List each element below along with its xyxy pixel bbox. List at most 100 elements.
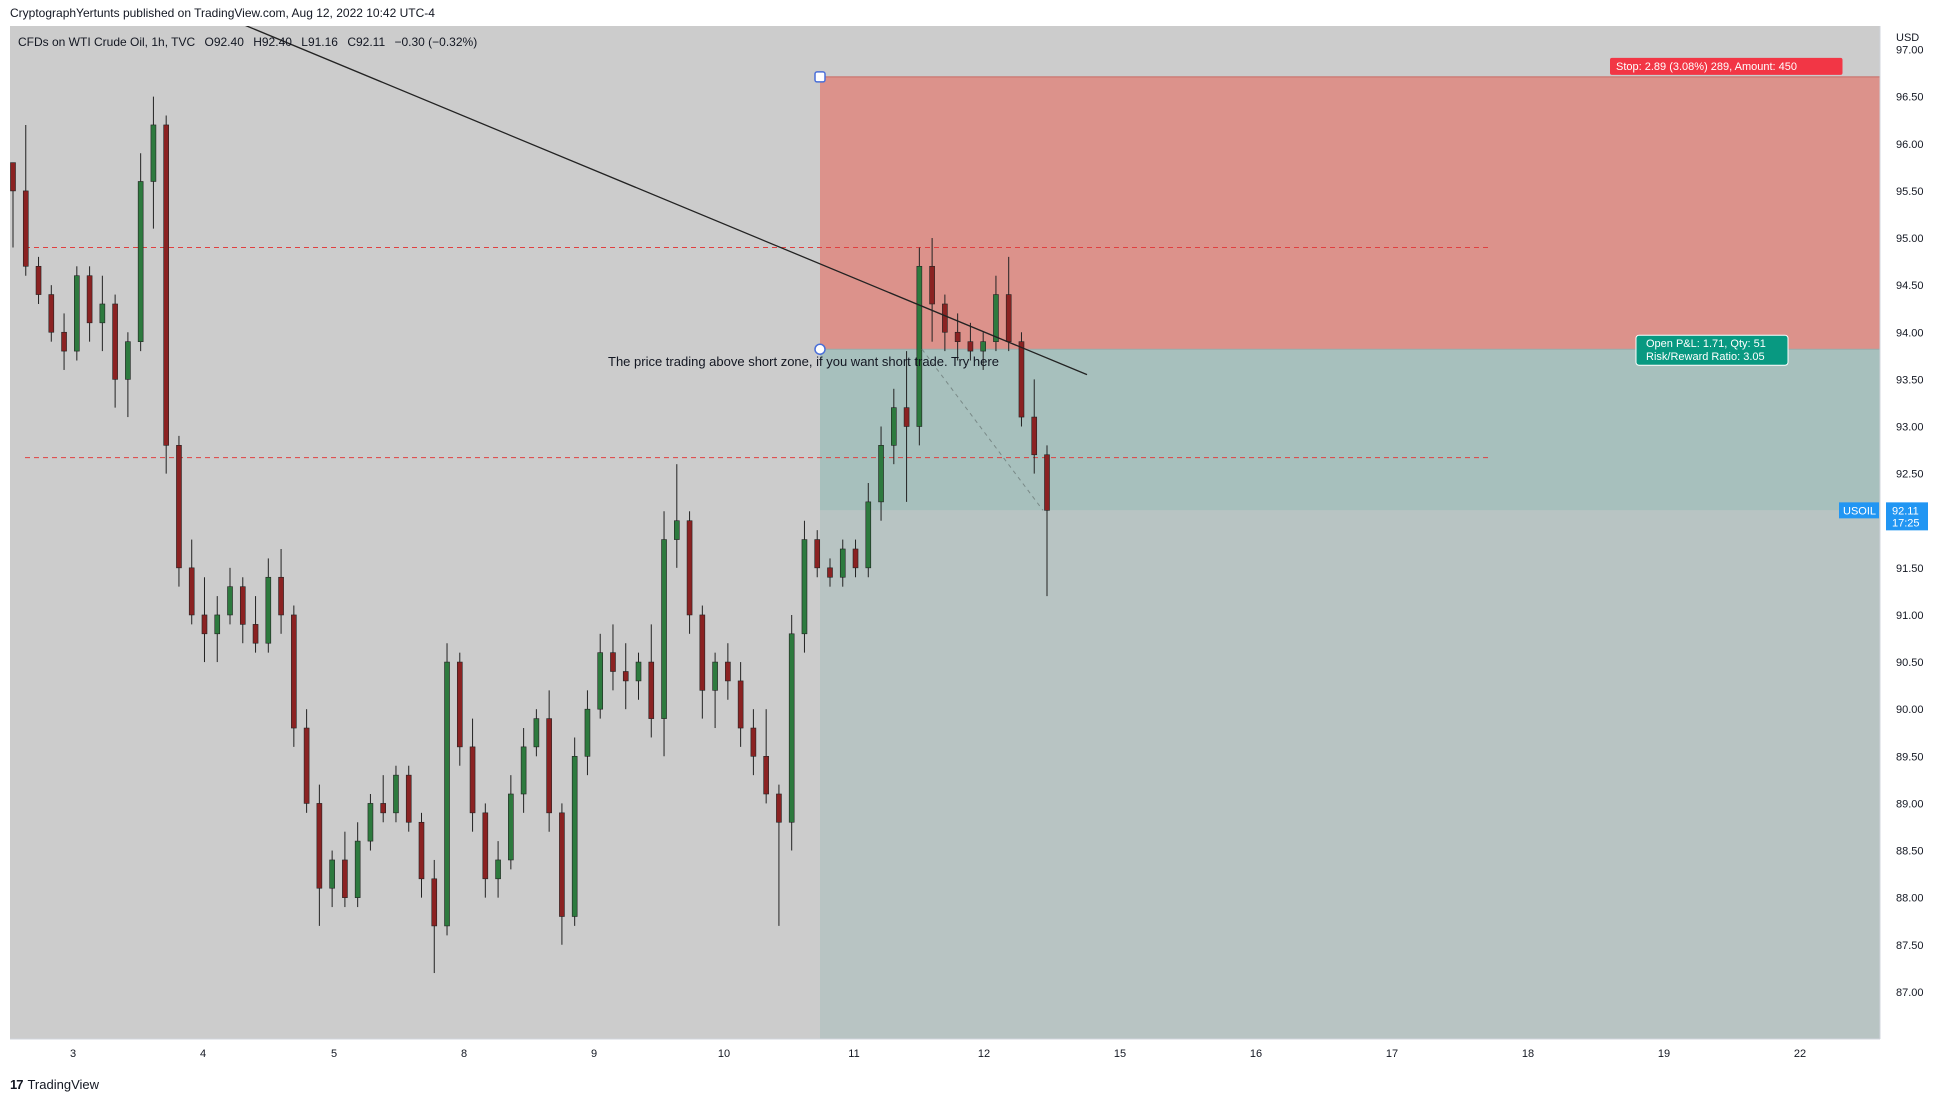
candle-body[interactable] xyxy=(929,265,935,305)
candle-body[interactable] xyxy=(980,341,986,352)
candle-body[interactable] xyxy=(393,774,399,814)
candle-body[interactable] xyxy=(520,746,527,795)
candle-body[interactable] xyxy=(597,652,604,710)
candle-body[interactable] xyxy=(635,661,642,682)
candle-body[interactable] xyxy=(303,727,310,804)
candle-body[interactable] xyxy=(865,501,872,569)
candle-body[interactable] xyxy=(239,586,246,625)
candle-body[interactable] xyxy=(74,275,80,352)
candle-body[interactable] xyxy=(150,124,157,182)
candle-body[interactable] xyxy=(967,341,974,352)
candle-body[interactable] xyxy=(610,652,616,672)
candle-body[interactable] xyxy=(137,181,144,342)
candle-body[interactable] xyxy=(227,586,233,616)
candle-body[interactable] xyxy=(456,661,463,748)
candle-body[interactable] xyxy=(99,303,106,324)
candle-body[interactable] xyxy=(571,756,578,917)
candle-body[interactable] xyxy=(776,793,782,823)
candle-body[interactable] xyxy=(86,275,93,324)
candle-body[interactable] xyxy=(1005,294,1012,342)
candle-body[interactable] xyxy=(444,661,450,927)
candle-body[interactable] xyxy=(201,614,208,635)
candle-body[interactable] xyxy=(35,265,42,295)
y-tick-label: 95.50 xyxy=(1896,186,1924,198)
candle-body[interactable] xyxy=(686,520,693,616)
chart-frame[interactable]: CFDs on WTI Crude Oil, 1h, TVC O92.40 H9… xyxy=(10,26,1940,1070)
candle-body[interactable] xyxy=(265,576,272,644)
candle-body[interactable] xyxy=(839,548,846,578)
candle-body[interactable] xyxy=(469,746,476,814)
candle-body[interactable] xyxy=(418,821,425,880)
candle-body[interactable] xyxy=(674,520,680,540)
candle-body[interactable] xyxy=(533,718,540,748)
candle-body[interactable] xyxy=(252,624,259,644)
candle-body[interactable] xyxy=(405,774,412,823)
time-axis[interactable] xyxy=(10,1039,1940,1070)
candle-body[interactable] xyxy=(61,331,67,352)
candle-body[interactable] xyxy=(661,539,667,719)
candle-body[interactable] xyxy=(801,539,808,635)
candle-body[interactable] xyxy=(508,793,514,861)
candle-body[interactable] xyxy=(495,859,501,880)
price-axis[interactable] xyxy=(1880,26,1940,1070)
price-chart[interactable]: Stop: 2.89 (3.08%) 289, Amount: 450 Open … xyxy=(10,26,1940,1070)
candle-body[interactable] xyxy=(725,661,731,682)
x-tick-label: 16 xyxy=(1250,1048,1262,1060)
candle-body[interactable] xyxy=(380,803,386,814)
candle-body[interactable] xyxy=(916,265,923,427)
footer-brand-label: TradingView xyxy=(27,1077,100,1092)
candle-body[interactable] xyxy=(125,341,131,380)
candle-body[interactable] xyxy=(188,567,195,616)
stop-handle[interactable] xyxy=(814,71,826,83)
chart-annotation[interactable]: The price trading above short zone, if y… xyxy=(608,354,999,369)
candle-body[interactable] xyxy=(112,303,118,380)
candle-body[interactable] xyxy=(329,859,335,889)
candle-body[interactable] xyxy=(814,539,821,569)
y-tick-label: 91.50 xyxy=(1896,563,1924,575)
candle-body[interactable] xyxy=(367,803,374,842)
candle-body[interactable] xyxy=(648,661,655,719)
candle-body[interactable] xyxy=(852,548,859,569)
stop-loss-zone[interactable] xyxy=(820,76,1880,350)
candle-body[interactable] xyxy=(10,162,16,192)
candle-body[interactable] xyxy=(788,633,795,823)
candle-body[interactable] xyxy=(1031,416,1038,456)
candle-body[interactable] xyxy=(316,803,323,889)
candle-body[interactable] xyxy=(699,614,706,691)
trend-line[interactable] xyxy=(190,26,1088,376)
candle-body[interactable] xyxy=(354,840,361,898)
candle-body[interactable] xyxy=(993,294,999,342)
candle-body[interactable] xyxy=(1018,341,1025,418)
candle-body[interactable] xyxy=(750,727,757,757)
candle-body[interactable] xyxy=(278,576,284,616)
stop-label-text: Stop: 2.89 (3.08%) 289, Amount: 450 xyxy=(1616,61,1797,73)
take-profit-zone[interactable] xyxy=(820,349,1880,511)
candle-body[interactable] xyxy=(891,407,897,446)
candle-body[interactable] xyxy=(431,878,438,927)
candle-body[interactable] xyxy=(584,708,591,757)
candle-body[interactable] xyxy=(48,294,55,333)
candle-body[interactable] xyxy=(827,567,833,578)
candle-body[interactable] xyxy=(176,445,182,569)
legend-symbol[interactable]: CFDs on WTI Crude Oil, 1h, TVC xyxy=(18,35,196,49)
candle-body[interactable] xyxy=(763,756,769,795)
candle-body[interactable] xyxy=(903,407,910,427)
candle-body[interactable] xyxy=(737,680,744,729)
candle-body[interactable] xyxy=(954,331,961,342)
candle-body[interactable] xyxy=(163,124,169,446)
candle-body[interactable] xyxy=(214,614,221,635)
candle-body[interactable] xyxy=(546,718,552,814)
candle-body[interactable] xyxy=(1044,454,1050,511)
legend-close: C92.11 xyxy=(347,35,386,49)
candle-body[interactable] xyxy=(712,661,718,691)
entry-handle[interactable] xyxy=(814,343,826,355)
candle-body[interactable] xyxy=(622,671,629,682)
candle-body[interactable] xyxy=(482,812,489,880)
candle-body[interactable] xyxy=(878,445,884,503)
candle-body[interactable] xyxy=(559,812,565,917)
candle-body[interactable] xyxy=(22,190,29,267)
candle-body[interactable] xyxy=(942,303,948,333)
projection-zone xyxy=(820,510,1880,1039)
candle-body[interactable] xyxy=(342,859,348,898)
candle-body[interactable] xyxy=(291,614,297,729)
